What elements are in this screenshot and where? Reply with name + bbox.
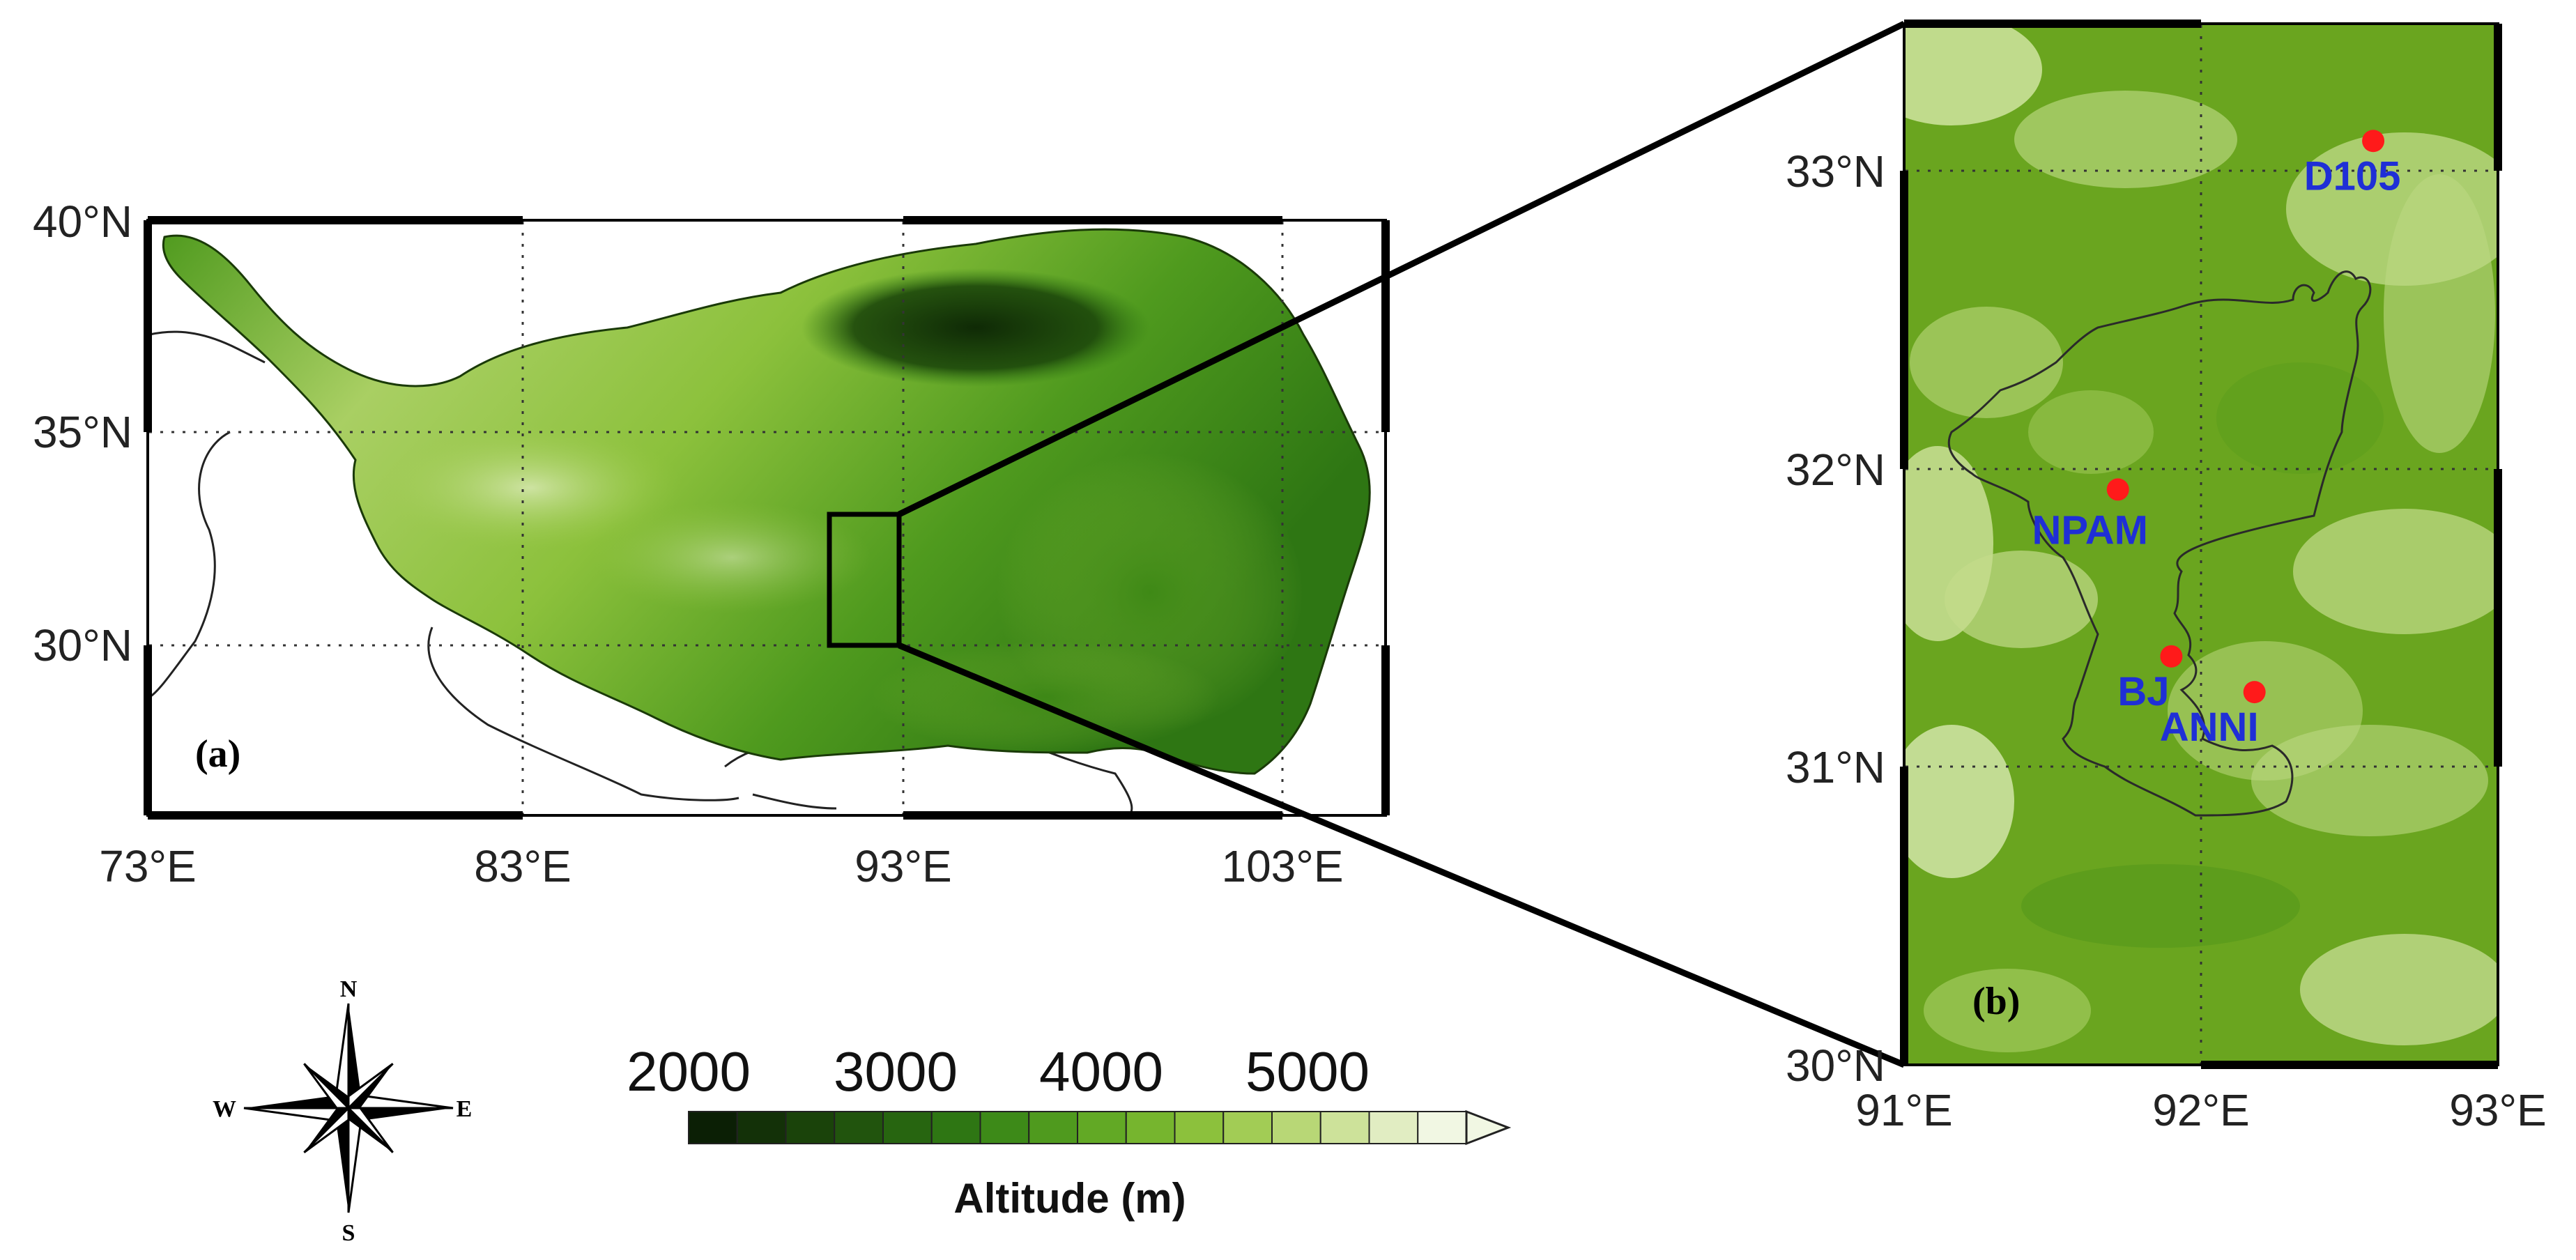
station-marker-npam (2106, 478, 2129, 501)
terrain-highlight (592, 502, 871, 613)
panel-a-lon-tick: 73°E (99, 841, 196, 891)
colorbar-cell (882, 1111, 933, 1144)
colorbar-extension-arrow (1465, 1109, 1512, 1146)
colorbar-cell (688, 1111, 738, 1144)
colorbar-cell (1368, 1111, 1419, 1144)
panel-b-label: (b) (1972, 980, 2020, 1023)
compass-east: E (457, 1096, 473, 1122)
colorbar-cell (1271, 1111, 1321, 1144)
panel-a-lat-tick: 35°N (33, 407, 132, 457)
panel-a-label: (a) (195, 732, 240, 776)
panel-b-lon-tick: 93°E (2449, 1085, 2546, 1135)
compass-west: W (213, 1096, 236, 1122)
compass-rose: N S E W (213, 976, 472, 1246)
panel-b-lon-tick: 92°E (2152, 1085, 2249, 1135)
qaidam-basin (802, 268, 1150, 387)
station-marker-bj (2160, 645, 2183, 668)
panel-a-lon-tick: 93°E (854, 841, 951, 891)
compass-north: N (340, 976, 358, 1002)
colorbar-cell (930, 1111, 981, 1144)
colorbar-cell (1417, 1111, 1467, 1144)
station-label-npam: NPAM (2032, 507, 2147, 553)
panel-a-frame (146, 219, 1387, 817)
colorbar-cell (1222, 1111, 1273, 1144)
colorbar-cells (688, 1111, 1467, 1144)
altitude-colorbar: 2000 3000 4000 5000 Altitude (m) (627, 1040, 1512, 1222)
colorbar-cell (1319, 1111, 1370, 1144)
colorbar-tick: 2000 (627, 1040, 751, 1102)
station-label-bj: BJ (2117, 669, 2169, 714)
colorbar-cell (1028, 1111, 1078, 1144)
colorbar-cell (1077, 1111, 1127, 1144)
colorbar-cell (1174, 1111, 1225, 1144)
panel-a-lat-tick: 30°N (33, 620, 132, 670)
panel-b-lat-tick: 30°N (1786, 1040, 1885, 1091)
colorbar-cell (736, 1111, 787, 1144)
station-label-anni: ANNI (2160, 705, 2259, 750)
panel-b-lat-tick: 33°N (1786, 146, 1885, 197)
station-marker-d105 (2362, 130, 2385, 153)
station-marker-anni (2243, 681, 2266, 704)
panel-a-lon-tick: 83°E (474, 841, 571, 891)
colorbar-cell (785, 1111, 836, 1144)
panel-b-lat-tick: 31°N (1786, 742, 1885, 792)
panel-a-inset-box (827, 512, 902, 648)
colorbar-tick: 4000 (1039, 1040, 1163, 1102)
station-label-d105: D105 (2304, 153, 2401, 199)
panel-a-frame-ticks (144, 216, 1390, 820)
colorbar-tick: 3000 (834, 1040, 958, 1102)
terrain-highlight (376, 425, 683, 551)
colorbar-cell (834, 1111, 884, 1144)
panel-b-lat-tick: 32°N (1786, 445, 1885, 495)
zoom-connector-lines (898, 20, 1906, 1068)
panel-b-gridlines (1906, 25, 2497, 1063)
panel-a-lat-tick: 40°N (33, 197, 132, 247)
colorbar-cell (979, 1111, 1030, 1144)
panel-a-lon-tick: 103°E (1221, 841, 1343, 891)
colorbar-tick: 5000 (1245, 1040, 1370, 1102)
colorbar-cell (1125, 1111, 1176, 1144)
compass-south: S (342, 1220, 355, 1246)
catchment-boundary (1947, 270, 2372, 817)
panel-a-map: 40°N 35°N 30°N 73°E 83°E 93°E 103°E (a) (33, 197, 1390, 891)
panel-b-frame-ticks (1900, 20, 2502, 1069)
colorbar-title: Altitude (m) (953, 1175, 1186, 1222)
compass-rose-icon (243, 1003, 454, 1213)
panel-b-lon-tick: 91°E (1855, 1085, 1952, 1135)
